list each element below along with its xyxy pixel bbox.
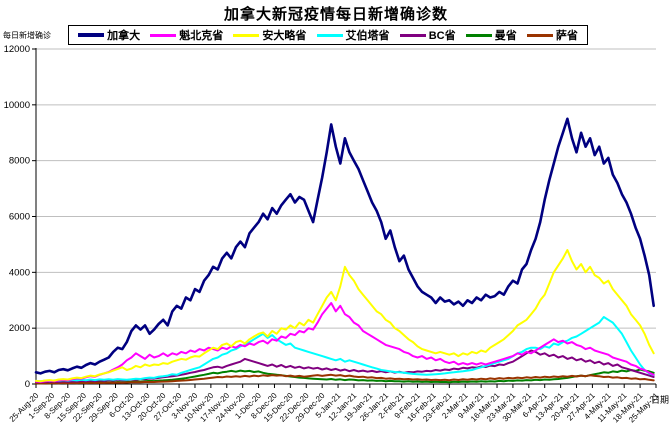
y-tick-label-8000: 8000 (9, 156, 30, 167)
series-line-canada (34, 117, 656, 375)
legend-line-swatch-saskatchewan (526, 33, 553, 37)
legend-item-canada: 加拿大 (78, 27, 140, 43)
legend-line-swatch-bc (399, 33, 426, 37)
y-tick-label-12000: 12000 (4, 44, 30, 55)
y-tick-label-2000: 2000 (9, 323, 30, 334)
legend-line-swatch-canada (78, 33, 105, 37)
legend-label-saskatchewan: 萨省 (555, 30, 578, 42)
y-tick-label-6000: 6000 (9, 212, 30, 223)
legend-line-swatch-manitoba (465, 33, 492, 37)
legend-line-swatch-alberta (316, 33, 343, 37)
series-line-saskatchewan (35, 373, 655, 385)
series-line-ontario (35, 249, 655, 383)
y-tick-label-4000: 4000 (9, 267, 30, 278)
legend: 加拿大 魁北克省 安大略省 艾伯塔省 BC省 曼省 萨省 (68, 25, 588, 45)
legend-line-swatch-quebec (150, 33, 177, 37)
chart-title: 加拿大新冠疫情每日新增确诊数 (223, 6, 448, 23)
legend-item-bc: BC省 (399, 27, 456, 43)
legend-label-alberta: 艾伯塔省 (345, 30, 390, 42)
y-tick-label-10000: 10000 (4, 100, 30, 111)
series-line-quebec (35, 302, 655, 383)
legend-item-alberta: 艾伯塔省 (316, 27, 390, 43)
legend-line-swatch-ontario (233, 33, 260, 37)
legend-item-ontario: 安大略省 (233, 27, 306, 43)
x-axis-title: 日期 (651, 395, 670, 405)
legend-item-manitoba: 曼省 (465, 27, 517, 43)
y-axis-title: 每日新增确诊 (3, 31, 51, 40)
legend-item-quebec: 魁北克省 (150, 27, 223, 43)
legend-label-bc: BC省 (428, 30, 456, 42)
legend-item-saskatchewan: 萨省 (526, 27, 578, 43)
legend-label-manitoba: 曼省 (494, 30, 517, 42)
legend-label-ontario: 安大略省 (262, 30, 307, 42)
legend-label-quebec: 魁北克省 (179, 30, 224, 42)
series-line-alberta (35, 316, 655, 383)
legend-label-canada: 加拿大 (107, 30, 141, 42)
y-tick-label-0: 0 (25, 379, 30, 390)
